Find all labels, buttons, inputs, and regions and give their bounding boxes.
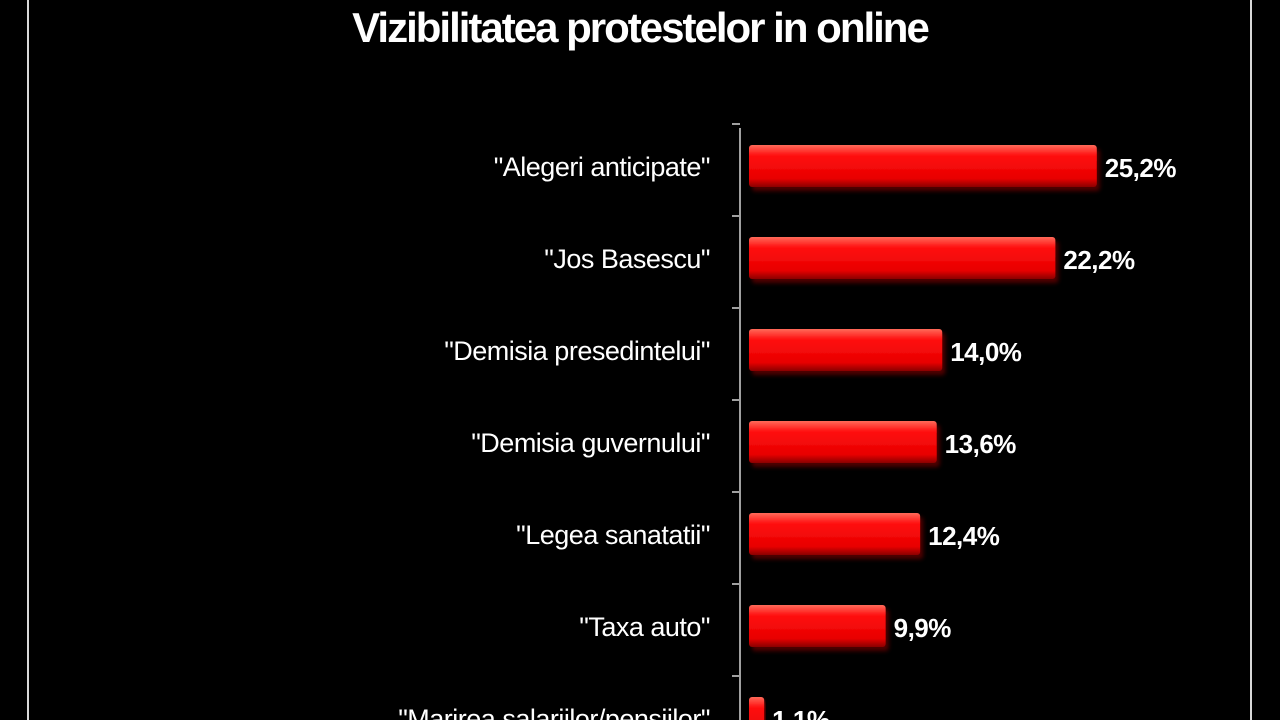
data-label: 9,9% — [894, 613, 952, 643]
data-label: 14,0% — [950, 337, 1022, 367]
data-label: 25,2% — [1105, 153, 1177, 183]
category-label: "Marirea salariilor/pensiilor" — [398, 704, 710, 720]
bar — [749, 605, 886, 647]
bar — [749, 329, 943, 371]
frame-border-right — [1250, 0, 1252, 720]
bar — [749, 145, 1097, 187]
bar — [749, 697, 765, 720]
data-label: 13,6% — [945, 429, 1017, 459]
bar — [749, 421, 937, 463]
category-label: "Jos Basescu" — [544, 244, 710, 274]
category-label: "Demisia presedintelui" — [444, 336, 710, 366]
category-label: "Alegeri anticipate" — [494, 152, 710, 182]
category-label: "Legea sanatatii" — [516, 520, 710, 550]
frame-border-left — [27, 0, 29, 720]
category-label: "Taxa auto" — [579, 612, 710, 642]
category-label: "Demisia guvernului" — [471, 428, 710, 458]
bar — [749, 237, 1056, 279]
chart-title: Vizibilitatea protestelor in online — [352, 4, 930, 51]
data-label: 12,4% — [928, 521, 1000, 551]
bar — [749, 513, 921, 555]
data-label: 1,1% — [772, 705, 830, 720]
data-label: 22,2% — [1063, 245, 1135, 275]
